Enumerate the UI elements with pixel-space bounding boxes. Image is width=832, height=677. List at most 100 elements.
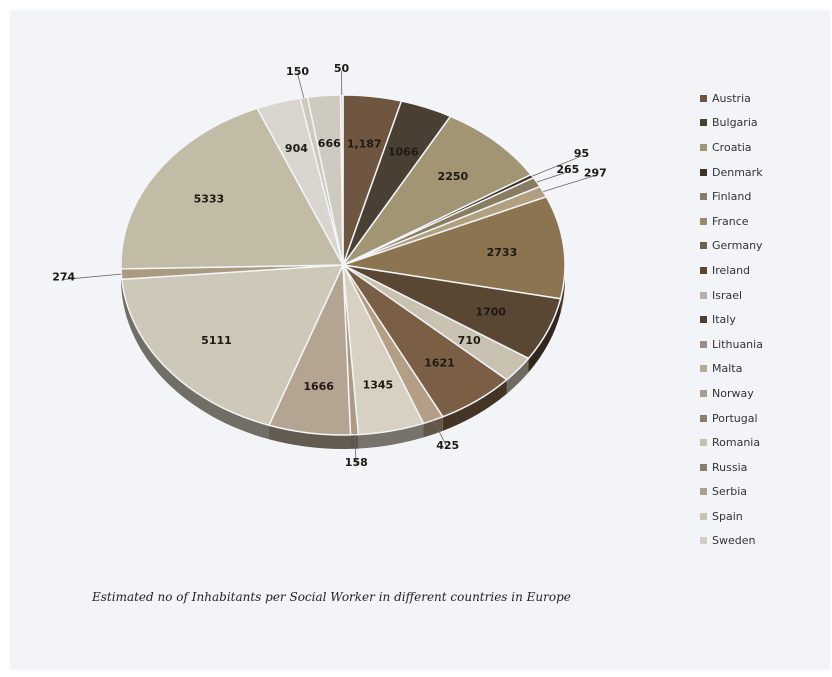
chart-caption: Estimated no of Inhabitants per Social W… (92, 590, 571, 604)
legend-item: Italy (700, 307, 763, 332)
legend-label: Norway (712, 386, 754, 400)
pie-label-3: 95 (574, 147, 589, 160)
legend-swatch (700, 512, 707, 520)
pie-label-14: 5111 (201, 334, 232, 347)
legend-swatch (700, 463, 707, 471)
pie-label-15: 274 (52, 270, 75, 283)
legend-item: Malta (700, 357, 763, 382)
legend-item: France (700, 209, 763, 234)
legend-item: Russia (700, 455, 763, 480)
legend-swatch (700, 94, 707, 102)
pie-leader-12 (354, 434, 357, 465)
pie-label-5: 297 (584, 167, 607, 180)
legend-item: Serbia (700, 480, 763, 505)
pie-depth-13 (268, 425, 351, 450)
legend-label: Finland (712, 190, 752, 204)
legend-label: France (712, 214, 749, 228)
pie-depth-12 (350, 434, 359, 449)
pie-leader-5 (543, 175, 596, 192)
pie-leader-15 (63, 273, 122, 280)
legend-swatch (700, 316, 707, 324)
legend-item: Denmark (700, 160, 763, 185)
legend-item: Romania (700, 430, 763, 455)
pie-label-19: 666 (318, 137, 341, 150)
legend-item: Austria (700, 86, 763, 111)
legend-swatch (700, 242, 707, 250)
pie-slice-20 (339, 94, 344, 266)
legend-label: Malta (712, 362, 743, 376)
legend-swatch (700, 439, 707, 447)
pie-depth-6 (560, 265, 565, 313)
legend-swatch (700, 488, 707, 496)
legend-label: Spain (712, 509, 743, 523)
pie-label-10: 425 (436, 439, 459, 452)
legend-item: Germany (700, 234, 763, 259)
legend-item: Sweden (700, 529, 763, 554)
legend-label: Russia (712, 460, 748, 474)
legend-label: Sweden (712, 534, 756, 548)
legend-label: Austria (712, 91, 751, 105)
pie-slices (120, 94, 566, 436)
pie-label-0: 1,187 (347, 138, 382, 151)
legend-label: Croatia (712, 140, 752, 154)
legend-label: Denmark (712, 165, 763, 179)
legend-item: Portugal (700, 406, 763, 431)
legend-label: Bulgaria (712, 116, 758, 130)
pie-depth-11 (358, 423, 424, 449)
pie-slice-14 (120, 264, 345, 427)
pie-slice-2 (342, 115, 533, 266)
legend-item: Ireland (700, 258, 763, 283)
legend-swatch (700, 537, 707, 545)
pie-depth-14 (121, 279, 269, 440)
pie-label-18: 150 (286, 65, 309, 78)
legend-swatch (700, 193, 707, 201)
legend-swatch (700, 340, 707, 348)
pie-leader-3 (532, 155, 582, 177)
legend-item: Norway (700, 381, 763, 406)
pie-label-7: 1700 (475, 306, 506, 319)
pie-leader-18 (297, 73, 305, 98)
legend-item: Israel (700, 283, 763, 308)
pie-label-12: 158 (345, 456, 368, 469)
legend-item: Bulgaria (700, 111, 763, 136)
pie-label-9: 1621 (424, 357, 455, 370)
pie-leader-10 (432, 420, 449, 449)
legend-swatch (700, 217, 707, 225)
legend-label: Romania (712, 436, 761, 450)
legend-item: Croatia (700, 135, 763, 160)
pie-depth-8 (506, 358, 529, 394)
pie-depth-7 (528, 298, 561, 373)
legend-swatch (700, 414, 707, 422)
pie-label-8: 710 (458, 334, 481, 347)
legend-label: Israel (712, 288, 743, 302)
pie-leader-4 (536, 171, 568, 183)
pie-label-1: 1066 (388, 146, 419, 159)
pie-slice-16 (120, 107, 345, 270)
legend-swatch (700, 143, 707, 151)
legend-label: Ireland (712, 263, 751, 277)
legend-item: Spain (700, 504, 763, 529)
pie-label-4: 265 (556, 163, 579, 176)
pie-label-16: 5333 (194, 192, 225, 205)
legend-swatch (700, 119, 707, 127)
pie-label-11: 1345 (363, 378, 394, 391)
chart-legend: Austria Bulgaria Croatia Denmark Finland Fran… (700, 86, 763, 553)
legend-label: Portugal (712, 411, 758, 425)
legend-swatch (700, 365, 707, 373)
legend-item: Finland (700, 184, 763, 209)
legend-swatch (700, 291, 707, 299)
legend-label: Italy (712, 313, 736, 327)
pie-label-17: 904 (285, 142, 308, 155)
pie-label-6: 2733 (487, 246, 518, 259)
legend-swatch (700, 168, 707, 176)
pie-label-13: 1666 (303, 380, 334, 393)
legend-label: Serbia (712, 485, 748, 499)
legend-item: Lithuania (700, 332, 763, 357)
pie-label-20: 50 (334, 62, 350, 75)
legend-label: Germany (712, 239, 763, 253)
legend-label: Lithuania (712, 337, 763, 351)
pie-label-2: 2250 (438, 170, 469, 183)
legend-swatch (700, 266, 707, 274)
